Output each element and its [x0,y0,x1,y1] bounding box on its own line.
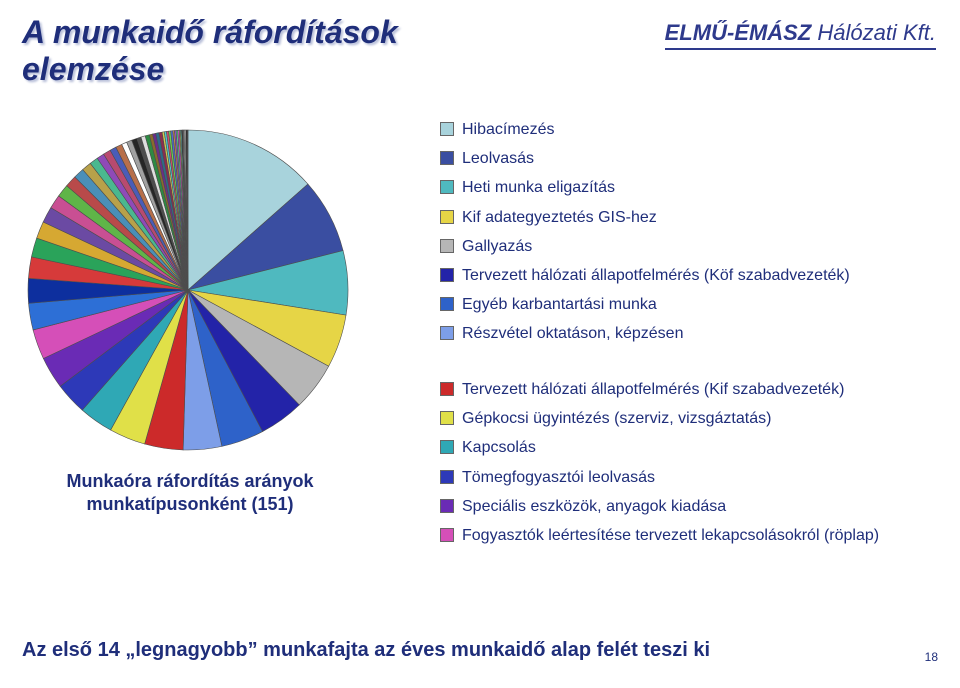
legend-swatch [440,382,454,396]
legend-item: Gallyazás [440,237,940,256]
legend-label: Gallyazás [462,237,532,256]
legend-label: Heti munka eligazítás [462,178,615,197]
logo-bold: ELMŰ-ÉMÁSZ [665,20,812,45]
legend-item: Tervezett hálózati állapotfelmérés (Köf … [440,266,940,285]
legend-item: Tömegfogyasztói leolvasás [440,468,940,487]
legend-bottom-group: Tervezett hálózati állapotfelmérés (Kif … [440,380,940,555]
legend-item: Tervezett hálózati állapotfelmérés (Kif … [440,380,940,399]
legend-top-group: Hibacímezés Leolvasás Heti munka eligazítá… [440,120,940,354]
legend-swatch [440,440,454,454]
legend-item: Gépkocsi ügyintézés (szerviz, vizsgáztat… [440,409,940,428]
legend-swatch [440,326,454,340]
legend-item: Fogyasztók leértesítése tervezett lekapc… [440,526,940,545]
legend-label: Kif adategyeztetés GIS-hez [462,208,657,227]
legend-swatch [440,122,454,136]
legend-swatch [440,210,454,224]
logo-rest: Hálózati Kft. [811,20,936,45]
legend-label: Leolvasás [462,149,534,168]
legend-item: Egyéb karbantartási munka [440,295,940,314]
legend-item: Részvétel oktatáson, képzésen [440,324,940,343]
legend-label: Részvétel oktatáson, képzésen [462,324,683,343]
legend-swatch [440,528,454,542]
legend-swatch [440,268,454,282]
legend-item: Hibacímezés [440,120,940,139]
logo-text: ELMŰ-ÉMÁSZ Hálózati Kft. [665,20,936,46]
legend-label: Tömegfogyasztói leolvasás [462,468,655,487]
slide: A munkaidő ráfordítások elemzése ELMŰ-ÉM… [0,0,960,688]
legend-swatch [440,180,454,194]
chart-caption: Munkaóra ráfordítás arányok munkatípuson… [30,470,350,515]
legend-label: Hibacímezés [462,120,554,139]
legend-label: Tervezett hálózati állapotfelmérés (Köf … [462,266,850,285]
legend-label: Tervezett hálózati állapotfelmérés (Kif … [462,380,844,399]
legend-swatch [440,499,454,513]
legend-item: Kif adategyeztetés GIS-hez [440,208,940,227]
legend-item: Leolvasás [440,149,940,168]
legend-label: Speciális eszközök, anyagok kiadása [462,497,726,516]
legend-swatch [440,297,454,311]
legend-label: Fogyasztók leértesítése tervezett lekapc… [462,526,879,545]
legend-item: Heti munka eligazítás [440,178,940,197]
company-logo: ELMŰ-ÉMÁSZ Hálózati Kft. [665,20,936,50]
legend-swatch [440,411,454,425]
legend-item: Speciális eszközök, anyagok kiadása [440,497,940,516]
legend-item: Kapcsolás [440,438,940,457]
summary-line: Az első 14 „legnagyobb” munkafajta az év… [22,639,942,662]
pie-chart [18,120,358,460]
legend-swatch [440,239,454,253]
page-title: A munkaidő ráfordítások elemzése [22,14,502,88]
page-number: 18 [925,650,938,664]
legend-swatch [440,151,454,165]
legend-swatch [440,470,454,484]
logo-rule [665,48,936,50]
legend-label: Egyéb karbantartási munka [462,295,657,314]
legend-label: Gépkocsi ügyintézés (szerviz, vizsgáztat… [462,409,771,428]
legend-label: Kapcsolás [462,438,536,457]
